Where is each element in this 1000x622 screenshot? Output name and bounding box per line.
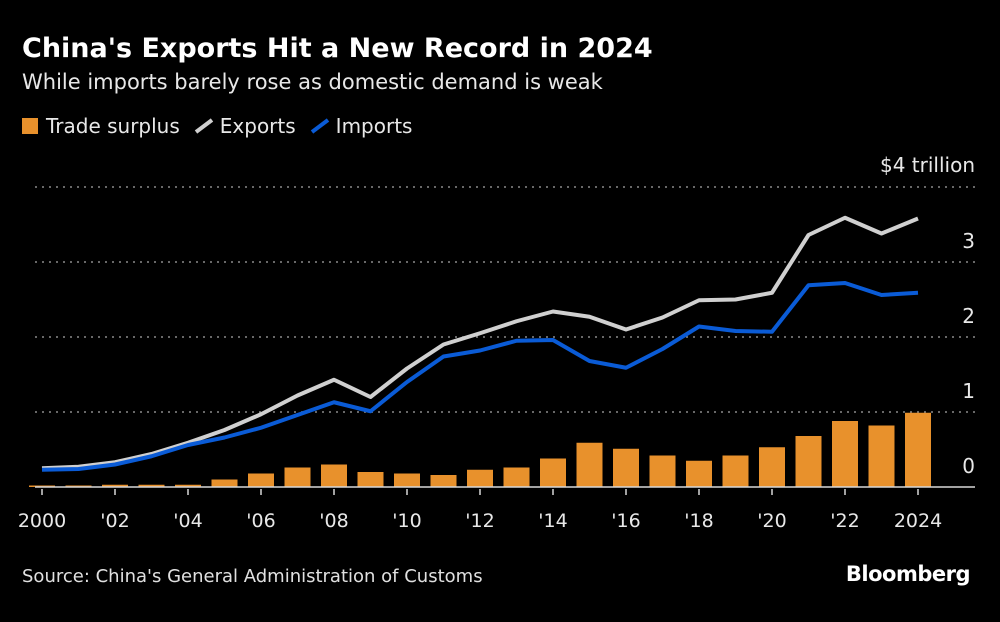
legend-swatch-imports bbox=[310, 118, 329, 134]
bar-trade-surplus bbox=[503, 467, 530, 487]
bar-trade-surplus bbox=[394, 473, 420, 487]
x-tick-label: '04 bbox=[173, 510, 202, 532]
x-tick-label: '22 bbox=[830, 510, 859, 532]
chart-title: China's Exports Hit a New Record in 2024 bbox=[22, 33, 653, 64]
bloomberg-logo: Bloomberg bbox=[845, 562, 971, 586]
legend-swatch-exports bbox=[194, 118, 213, 134]
x-tick-label: '08 bbox=[319, 510, 348, 532]
x-tick-label: 2024 bbox=[894, 510, 942, 532]
bar-trade-surplus bbox=[211, 479, 238, 487]
x-tick-label: '16 bbox=[611, 510, 640, 532]
legend-item-surplus: Trade surplus bbox=[22, 114, 180, 138]
y-tick-label: 3 bbox=[962, 229, 975, 253]
legend-label: Imports bbox=[335, 114, 413, 138]
x-tick-label: '02 bbox=[100, 510, 129, 532]
bar-trade-surplus bbox=[649, 455, 676, 487]
bar-trade-surplus bbox=[613, 448, 639, 487]
bar-trade-surplus bbox=[722, 455, 749, 487]
legend-label: Trade surplus bbox=[46, 114, 180, 138]
x-tick-label: '14 bbox=[538, 510, 567, 532]
x-tick-label: '20 bbox=[757, 510, 786, 532]
x-tick-label: '12 bbox=[465, 510, 494, 532]
bar-trade-surplus bbox=[832, 421, 858, 487]
bar-trade-surplus bbox=[576, 442, 603, 487]
y-tick-label: 2 bbox=[962, 304, 975, 328]
legend: Trade surplus Exports Imports bbox=[22, 114, 426, 138]
bar-trade-surplus bbox=[540, 458, 566, 487]
line-exports bbox=[41, 215, 919, 471]
y-tick-label: 1 bbox=[962, 379, 975, 403]
bar-trade-surplus bbox=[357, 472, 384, 487]
chart-subtitle: While imports barely rose as domestic de… bbox=[22, 70, 603, 94]
bar-trade-surplus bbox=[868, 425, 895, 487]
bar-trade-surplus bbox=[175, 484, 201, 487]
bar-trade-surplus bbox=[905, 412, 931, 487]
bar-trade-surplus bbox=[102, 484, 128, 487]
y-tick-label: 0 bbox=[962, 454, 975, 478]
line-imports bbox=[41, 281, 919, 472]
bar-trade-surplus bbox=[138, 484, 165, 487]
legend-item-exports: Exports bbox=[194, 114, 296, 138]
y-tick-label: $4 trillion bbox=[880, 153, 975, 177]
legend-swatch-surplus bbox=[22, 118, 38, 134]
x-tick-label: '18 bbox=[684, 510, 713, 532]
bar-trade-surplus bbox=[467, 469, 493, 487]
bar-trade-surplus bbox=[686, 460, 712, 487]
bar-trade-surplus bbox=[759, 447, 785, 487]
bar-trade-surplus bbox=[321, 464, 347, 487]
x-tick-label: '10 bbox=[392, 510, 421, 532]
legend-label: Exports bbox=[219, 114, 296, 138]
bar-trade-surplus bbox=[795, 436, 822, 487]
bar-trade-surplus bbox=[284, 467, 311, 487]
source-note: Source: China's General Administration o… bbox=[22, 566, 483, 587]
legend-item-imports: Imports bbox=[310, 114, 413, 138]
x-tick-label: '06 bbox=[246, 510, 275, 532]
x-tick-label: 2000 bbox=[18, 510, 66, 532]
bar-trade-surplus bbox=[248, 473, 274, 487]
bar-trade-surplus bbox=[430, 475, 457, 487]
